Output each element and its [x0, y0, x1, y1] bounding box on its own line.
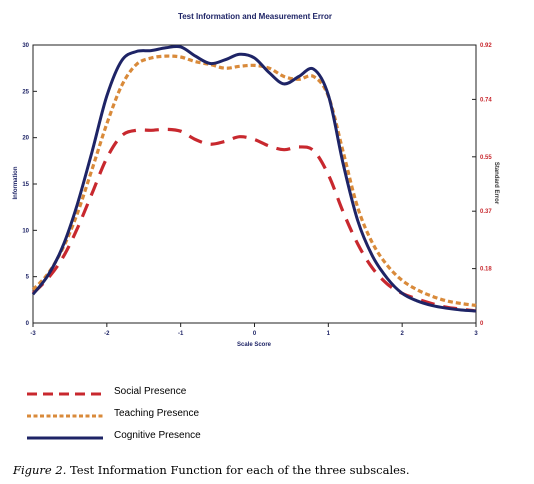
x-tick-label: 3: [474, 331, 478, 337]
y-tick-label: 30: [22, 43, 29, 49]
legend-label-social: Social Presence: [114, 386, 187, 397]
y-axis-label: Information: [13, 166, 19, 199]
x-tick-label: 2: [400, 331, 404, 337]
series-lines: [31, 44, 477, 313]
x-axis-label: Scale Score: [237, 342, 272, 348]
chart-area: Test Information and Measurement Error 0…: [13, 12, 499, 348]
legend-item-social: Social Presence: [26, 385, 326, 407]
legend-swatch-cognitive: [27, 436, 103, 440]
y2-tick-label: 0.55: [480, 155, 492, 161]
figure-caption: Figure 2. Test Information Function for …: [13, 463, 410, 477]
series-line-social-presence: [31, 127, 477, 313]
legend-label-teaching: Teaching Presence: [114, 408, 200, 419]
y-tick-label: 20: [22, 136, 29, 142]
legend: Social Presence Teaching Presence Cognit…: [26, 385, 326, 451]
legend-swatch-social: [27, 392, 103, 396]
y-axis-ticks: 0 5 10 15 20 25 30: [22, 43, 37, 327]
legend-label-cognitive: Cognitive Presence: [114, 430, 201, 441]
series-line-teaching-presence: [31, 54, 477, 307]
x-tick-label: -1: [178, 331, 184, 337]
chart-title: Test Information and Measurement Error: [178, 12, 332, 21]
y-tick-label: 0: [26, 321, 30, 327]
y2-tick-label: 0: [480, 321, 484, 327]
x-axis-ticks: -3 -2 -1 0 1 2 3: [30, 323, 478, 337]
x-tick-label: -3: [30, 331, 36, 337]
x-tick-label: 1: [327, 331, 331, 337]
x-tick-label: -2: [104, 331, 110, 337]
y2-axis-label: Standard Error: [493, 162, 499, 205]
y-tick-label: 10: [22, 228, 29, 234]
x-tick-label: 0: [253, 331, 257, 337]
y2-tick-label: 0.18: [480, 267, 492, 273]
chart-svg: Test Information and Measurement Error 0…: [13, 12, 499, 348]
y2-tick-label: 0.92: [480, 43, 492, 49]
y2-tick-label: 0.37: [480, 209, 492, 215]
legend-item-cognitive: Cognitive Presence: [26, 429, 326, 451]
y-tick-label: 15: [22, 182, 29, 188]
legend-swatch-teaching: [27, 414, 103, 418]
figure-label: Figure 2.: [13, 463, 67, 477]
series-line-cognitive-presence: [31, 44, 477, 313]
legend-item-teaching: Teaching Presence: [26, 407, 326, 429]
plot-frame: [32, 44, 477, 324]
y2-axis-ticks: 0 0.18 0.37 0.55 0.74 0.92: [472, 43, 492, 327]
y2-tick-label: 0.74: [480, 97, 492, 103]
y-tick-label: 5: [26, 275, 30, 281]
caption-text: Test Information Function for each of th…: [70, 463, 410, 477]
y-tick-label: 25: [22, 89, 29, 95]
